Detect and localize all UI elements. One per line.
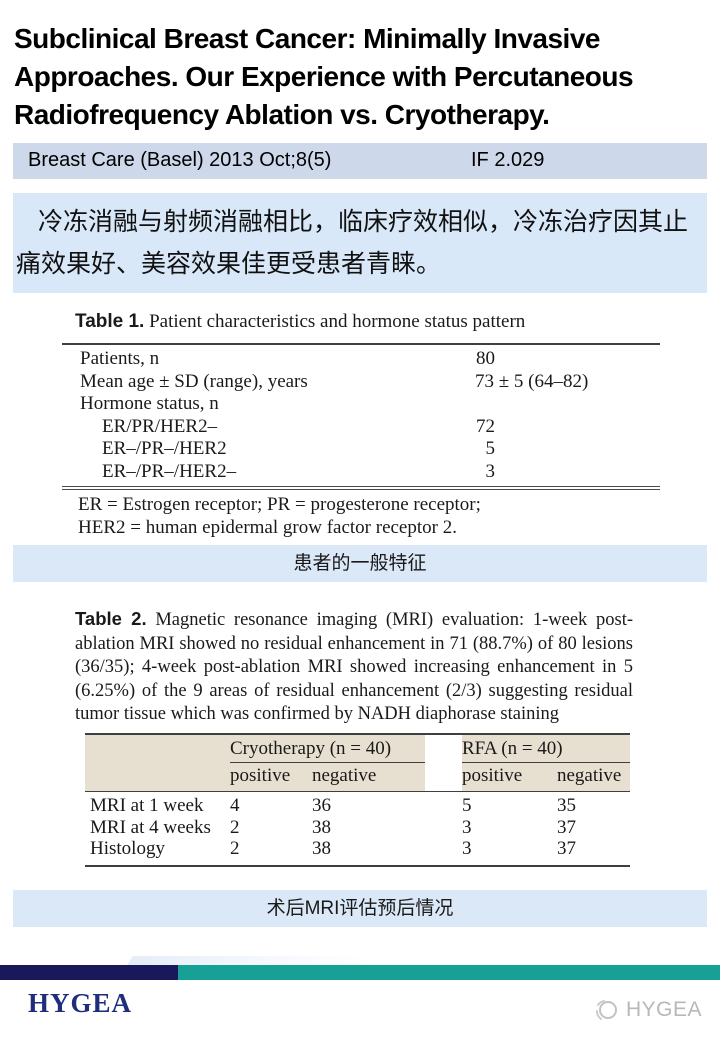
table1-row-value: 5 — [475, 438, 496, 461]
summary-box: 冷冻消融与射频消融相比，临床疗效相似，冷冻治疗因其止痛效果好、美容效果佳更受患者… — [13, 193, 707, 293]
cell-value: 36 — [312, 795, 331, 816]
table2-caption-text: Magnetic resonance imaging (MRI) evaluat… — [75, 610, 633, 724]
table2-group-row: Cryotherapy (n = 40) RFA (n = 40) — [85, 735, 630, 763]
cell-value: 3 — [462, 816, 472, 838]
table2-header: Cryotherapy (n = 40) RFA (n = 40) positi… — [85, 735, 630, 792]
cell-value: 38 — [312, 838, 331, 859]
subheader-empty — [85, 763, 230, 791]
table1-row-label: ER–/PR–/HER2 — [102, 438, 227, 459]
table1-row-label: ER/PR/HER2– — [102, 415, 218, 437]
value-number: 3 — [485, 460, 496, 482]
table1-row-value: 3 — [475, 460, 496, 484]
journal-bar: Breast Care (Basel) 2013 Oct;8(5) IF 2.0… — [13, 143, 707, 179]
table1-mid-rule — [62, 486, 660, 490]
cell-value: 2 — [230, 838, 240, 859]
brand-logo-text: HYGEA — [28, 988, 133, 1018]
column-header: negative — [557, 763, 630, 791]
table1-body: Patients, n 80 Mean age ± SD (range), ye… — [62, 343, 660, 550]
table-row: MRI at 1 week 4 36 5 35 — [85, 795, 630, 817]
page-title: Subclinical Breast Cancer: Minimally Inv… — [14, 23, 634, 130]
cell-gap — [425, 817, 462, 839]
table1-row-value: 72 — [475, 416, 495, 439]
table1-footnote-line2: HER2 = human epidermal grow factor recep… — [78, 517, 457, 538]
table2-group-cryotherapy: Cryotherapy (n = 40) — [230, 735, 425, 763]
watermark-text: HYGEA — [625, 998, 702, 1021]
table1-footnote-line1: ER = Estrogen receptor; PR = progesteron… — [78, 494, 481, 515]
cell-value: 5 — [462, 795, 472, 816]
table1-row-label: Hormone status, n — [80, 393, 219, 414]
column-header: negative — [312, 763, 425, 791]
table-row: ER–/PR–/HER2– 3 — [62, 461, 660, 484]
table2-corner-cell — [85, 735, 230, 763]
annotation-bar-1: 患者的一般特征 — [13, 545, 707, 582]
cell-value: 35 — [557, 795, 576, 816]
table-row: ER–/PR–/HER2 5 — [62, 438, 660, 461]
cell-value: 4 — [230, 795, 240, 816]
table1-row-label: Mean age ± SD (range), years — [80, 370, 308, 392]
footer-bar-navy — [0, 965, 178, 980]
table1-caption-label: Table 1. — [75, 311, 145, 332]
group-label: Cryotherapy (n = 40) — [230, 738, 425, 763]
cell-value: 38 — [312, 816, 331, 838]
table2-body: MRI at 1 week 4 36 5 35 MRI at 4 weeks 2… — [85, 792, 630, 867]
table2-row-label: MRI at 1 week — [90, 795, 204, 816]
table2-caption-label: Table 2. — [75, 608, 147, 629]
table2-group-gap — [425, 735, 462, 763]
table1: Table 1. Patient characteristics and hor… — [62, 310, 660, 550]
table-row: Histology 2 38 3 37 — [85, 838, 630, 860]
table1-row-label: Patients, n — [80, 348, 160, 369]
table-row: Patients, n 80 — [62, 348, 660, 371]
table1-row-value: 80 — [475, 348, 495, 371]
summary-text: 冷冻消融与射频消融相比，临床疗效相似，冷冻治疗因其止痛效果好、美容效果佳更受患者… — [16, 208, 689, 278]
value-number: 5 — [485, 438, 496, 459]
impact-factor: IF 2.029 — [471, 149, 545, 171]
watermark: HYGEA — [594, 997, 702, 1023]
value-number: 72 — [476, 415, 495, 437]
table1-caption-text: Patient characteristics and hormone stat… — [144, 311, 526, 332]
table2: Cryotherapy (n = 40) RFA (n = 40) positi… — [85, 733, 630, 867]
table-row: Hormone status, n — [62, 393, 660, 416]
journal-citation: Breast Care (Basel) 2013 Oct;8(5) — [28, 149, 332, 171]
cell-value: 2 — [230, 816, 240, 838]
hygea-logo-icon — [595, 1000, 617, 1020]
table1-caption: Table 1. Patient characteristics and hor… — [62, 310, 660, 334]
table2-group-rfa: RFA (n = 40) — [462, 735, 630, 763]
cell-value: 3 — [462, 838, 472, 859]
cell-gap — [425, 838, 462, 860]
table-row: ER/PR/HER2– 72 — [62, 416, 660, 439]
annotation-bar-2: 术后MRI评估预后情况 — [13, 890, 707, 927]
cell-gap — [425, 795, 462, 817]
table2-row-label: Histology — [90, 838, 165, 859]
table2-subheader-row: positive negative positive negative — [85, 763, 630, 791]
table2-row-label: MRI at 4 weeks — [90, 816, 211, 838]
table-row: MRI at 4 weeks 2 38 3 37 — [85, 817, 630, 839]
value-number: 80 — [476, 348, 495, 369]
table-row: Mean age ± SD (range), years 73 ± 5 (64–… — [62, 371, 660, 394]
table1-row-value: 73 ± 5 (64–82) — [475, 370, 589, 392]
group-label: RFA (n = 40) — [462, 738, 630, 763]
table1-footnote: ER = Estrogen receptor; PR = progesteron… — [62, 490, 660, 543]
footer-decoration — [127, 956, 433, 965]
column-header: positive — [230, 763, 312, 791]
cell-value: 37 — [557, 838, 576, 859]
cell-value: 37 — [557, 816, 576, 838]
subheader-gap — [425, 763, 462, 791]
column-header: positive — [462, 763, 557, 791]
footer-bar-teal — [178, 965, 720, 980]
table1-row-label: ER–/PR–/HER2– — [102, 460, 237, 482]
table2-caption: Table 2. Magnetic resonance imaging (MRI… — [75, 607, 633, 727]
